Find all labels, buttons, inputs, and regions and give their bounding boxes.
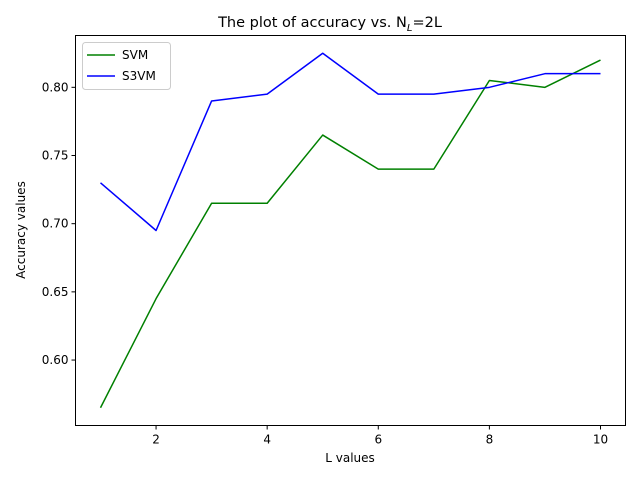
x-axis-label: L values bbox=[325, 451, 375, 465]
x-tick-label: 2 bbox=[152, 433, 160, 447]
y-tick-label: 0.80 bbox=[42, 80, 69, 94]
y-tick-label: 0.65 bbox=[42, 285, 69, 299]
y-tick-label: 0.60 bbox=[42, 353, 69, 367]
plot-area-frame bbox=[75, 35, 626, 426]
legend-label-svm: SVM bbox=[122, 48, 148, 62]
x-tick-label: 4 bbox=[263, 433, 271, 447]
x-tick-label: 8 bbox=[486, 433, 494, 447]
series-line-svm bbox=[99, 59, 601, 409]
y-tick-label: 0.70 bbox=[42, 217, 69, 231]
series-layer bbox=[99, 52, 601, 409]
legend-label-s3vm: S3VM bbox=[122, 69, 156, 83]
chart-title-suffix: =2L bbox=[412, 15, 441, 31]
y-axis-label: Accuracy values bbox=[14, 181, 28, 279]
chart-title-subscript: L bbox=[407, 23, 413, 34]
series-line-s3vm bbox=[100, 52, 601, 232]
x-axis: 2 4 6 8 10 bbox=[152, 425, 608, 447]
x-tick-label: 10 bbox=[593, 433, 608, 447]
y-tick-label: 0.75 bbox=[42, 149, 69, 163]
legend: SVM S3VM bbox=[82, 42, 171, 90]
x-tick-label: 6 bbox=[374, 433, 382, 447]
y-axis: 0.60 0.65 0.70 0.75 0.80 bbox=[42, 80, 76, 367]
chart-title-main: The plot of accuracy vs. N bbox=[217, 15, 407, 31]
chart-title: The plot of accuracy vs. NL=2L bbox=[217, 15, 442, 34]
